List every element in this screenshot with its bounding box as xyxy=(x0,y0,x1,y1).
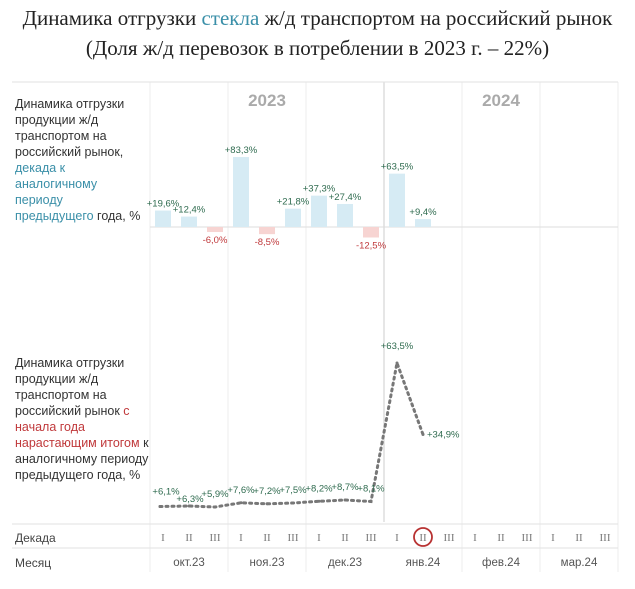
line-value-label-2: +6,3% xyxy=(176,494,204,505)
year-label-2024: 2024 xyxy=(482,91,520,110)
line-point-4 xyxy=(239,501,243,505)
line-value-label-7: +8,2% xyxy=(305,483,333,494)
top-panel-description: Динамика отгрузки продукции ж/д транспор… xyxy=(15,97,141,223)
line-point-2 xyxy=(187,504,191,508)
dekada-tick-11: II xyxy=(419,532,427,544)
line-value-label-5: +7,2% xyxy=(253,486,281,497)
line-value-label-11: +34,9% xyxy=(427,430,460,441)
bar-8 xyxy=(337,203,353,227)
line-point-5 xyxy=(265,502,269,506)
line-value-label-6: +7,5% xyxy=(279,485,307,496)
bar-value-label-2: +12,4% xyxy=(173,205,206,216)
bar-9 xyxy=(363,227,379,238)
dekada-tick-4: I xyxy=(239,532,243,544)
line-point-11 xyxy=(421,433,425,436)
dekada-tick-2: II xyxy=(185,532,193,544)
line-point-1 xyxy=(158,505,162,508)
line-point-6 xyxy=(291,501,295,505)
month-row-label: Месяц xyxy=(15,556,52,570)
month-label-2: ноя.23 xyxy=(250,557,285,569)
line-point-9 xyxy=(369,500,373,503)
bar-value-label-7: +37,3% xyxy=(303,184,336,195)
bar-10 xyxy=(389,173,405,227)
bar-value-label-1: +19,6% xyxy=(147,199,180,210)
line-point-8 xyxy=(343,498,347,502)
bar-value-label-10: +63,5% xyxy=(381,162,414,173)
dekada-tick-8: II xyxy=(341,532,349,544)
chart-title-line2: (Доля ж/д перевозок в потреблении в 2023… xyxy=(85,36,550,60)
bar-value-label-8: +27,4% xyxy=(329,192,362,203)
dekada-row-label: Декада xyxy=(15,531,56,545)
bar-1 xyxy=(155,210,171,227)
dekada-tick-5: II xyxy=(263,532,271,544)
dekada-tick-12: III xyxy=(444,532,455,544)
month-label-3: дек.23 xyxy=(328,557,362,569)
line-value-label-3: +5,9% xyxy=(201,489,229,500)
year-label-2023: 2023 xyxy=(248,91,286,110)
bar-7 xyxy=(311,195,327,227)
line-value-label-8: +8,7% xyxy=(331,482,359,493)
dekada-tick-18: III xyxy=(600,532,611,544)
bar-value-label-4: +83,3% xyxy=(225,145,258,156)
line-point-3 xyxy=(213,505,217,509)
line-point-10 xyxy=(395,361,399,365)
bottom-panel-description: Динамика отгрузки продукции ж/д транспор… xyxy=(15,356,149,482)
dekada-tick-7: I xyxy=(317,532,321,544)
line-value-label-4: +7,6% xyxy=(227,485,255,496)
line-value-label-10: +63,5% xyxy=(381,341,414,352)
dekada-tick-14: II xyxy=(497,532,505,544)
bar-value-label-5: -8,5% xyxy=(255,237,280,248)
bar-4 xyxy=(233,157,249,227)
dekada-tick-10: I xyxy=(395,532,399,544)
dekada-tick-9: III xyxy=(366,532,377,544)
month-label-4: янв.24 xyxy=(406,557,441,569)
dekada-tick-6: III xyxy=(288,532,299,544)
bar-11 xyxy=(415,219,431,227)
dekada-tick-17: II xyxy=(575,532,583,544)
bar-5 xyxy=(259,227,275,235)
bar-value-label-11: +9,4% xyxy=(409,207,437,218)
top-panel-description-highlight: декада к аналогичному периоду предыдущег… xyxy=(15,161,98,223)
bar-value-label-3: -6,0% xyxy=(203,235,228,246)
bar-value-label-9: -12,5% xyxy=(356,241,387,252)
line-value-label-1: +6,1% xyxy=(152,487,180,498)
month-label-6: мар.24 xyxy=(561,557,598,569)
dekada-tick-3: III xyxy=(210,532,221,544)
bar-value-label-6: +21,8% xyxy=(277,197,310,208)
month-label-1: окт.23 xyxy=(173,557,205,569)
bar-6 xyxy=(285,208,301,227)
bar-3 xyxy=(207,227,223,233)
dekada-tick-15: III xyxy=(522,532,533,544)
chart-title-line1: Динамика отгрузки стекла ж/д транспортом… xyxy=(22,6,613,30)
bottom-panel-description-highlight: с начала года нарастающим итогом xyxy=(15,404,140,450)
line-point-7 xyxy=(317,499,321,503)
bar-2 xyxy=(181,216,197,227)
line-value-label-9: +8,1% xyxy=(357,484,385,495)
title-accent: стекла xyxy=(201,6,260,30)
dekada-tick-13: I xyxy=(473,532,477,544)
dekada-tick-1: I xyxy=(161,532,165,544)
dekada-tick-16: I xyxy=(551,532,555,544)
month-label-5: фев.24 xyxy=(482,557,521,569)
current-dekada-highlight xyxy=(413,527,433,547)
